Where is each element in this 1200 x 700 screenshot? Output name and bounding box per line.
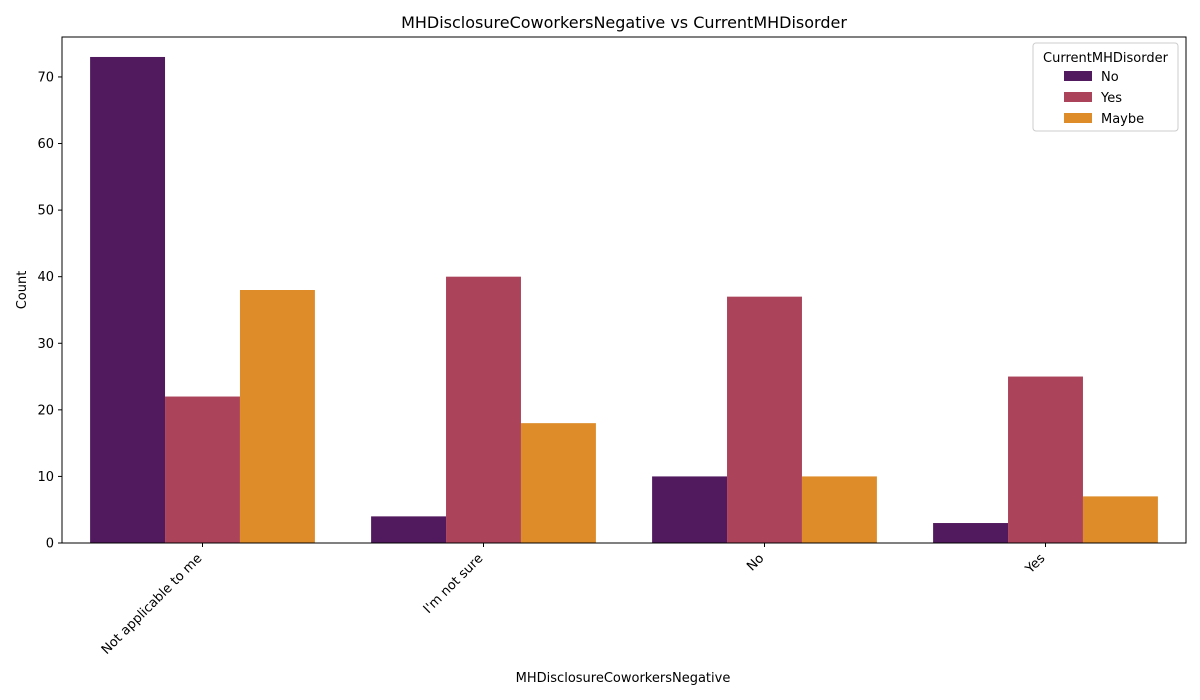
legend-title: CurrentMHDisorder [1043, 51, 1169, 66]
legend: CurrentMHDisorder No Yes Maybe [1032, 42, 1179, 132]
legend-swatch-yes [1064, 92, 1092, 102]
y-tick-label: 40 [37, 270, 54, 285]
y-tick-label: 50 [37, 204, 54, 219]
y-tick-label: 30 [37, 337, 54, 352]
x-tick-label: Not applicable to me [99, 551, 205, 657]
bar-maybe-0 [239, 290, 315, 543]
x-tick-label: No [744, 551, 767, 574]
bar-maybe-3 [1082, 496, 1158, 543]
legend-label-maybe: Maybe [1101, 112, 1144, 127]
bar-no-1 [371, 516, 447, 543]
bar-no-2 [652, 476, 728, 543]
bar-maybe-1 [520, 423, 596, 543]
bar-yes-0 [165, 396, 240, 543]
y-tick-label: 20 [37, 403, 54, 418]
x-axis-label: MHDisclosureCoworkersNegative [516, 671, 731, 686]
y-tick-label: 10 [37, 470, 54, 485]
y-axis-label: Count [15, 271, 30, 310]
bar-yes-2 [727, 296, 802, 543]
legend-label-no: No [1101, 70, 1119, 85]
x-tick-label: Yes [1022, 551, 1048, 577]
y-tick-label: 70 [37, 70, 54, 85]
bar-no-3 [933, 523, 1009, 543]
bar-yes-1 [446, 276, 521, 543]
bar-yes-3 [1008, 376, 1083, 543]
legend-swatch-maybe [1064, 113, 1092, 123]
bar-maybe-2 [801, 476, 877, 543]
bar-no-0 [90, 56, 166, 543]
plot-area: 0 10 20 30 40 50 60 70 Not applicable to me I'm n… [37, 36, 1187, 658]
chart-title: MHDisclosureCoworkersNegative vs Current… [401, 13, 847, 32]
legend-swatch-no [1064, 71, 1092, 81]
x-tick-label: I'm not sure [421, 551, 487, 617]
y-tick-label: 60 [37, 137, 54, 152]
legend-box [1032, 42, 1179, 132]
legend-label-yes: Yes [1100, 91, 1122, 106]
y-tick-label: 0 [46, 537, 54, 552]
plot-frame [61, 36, 1187, 544]
